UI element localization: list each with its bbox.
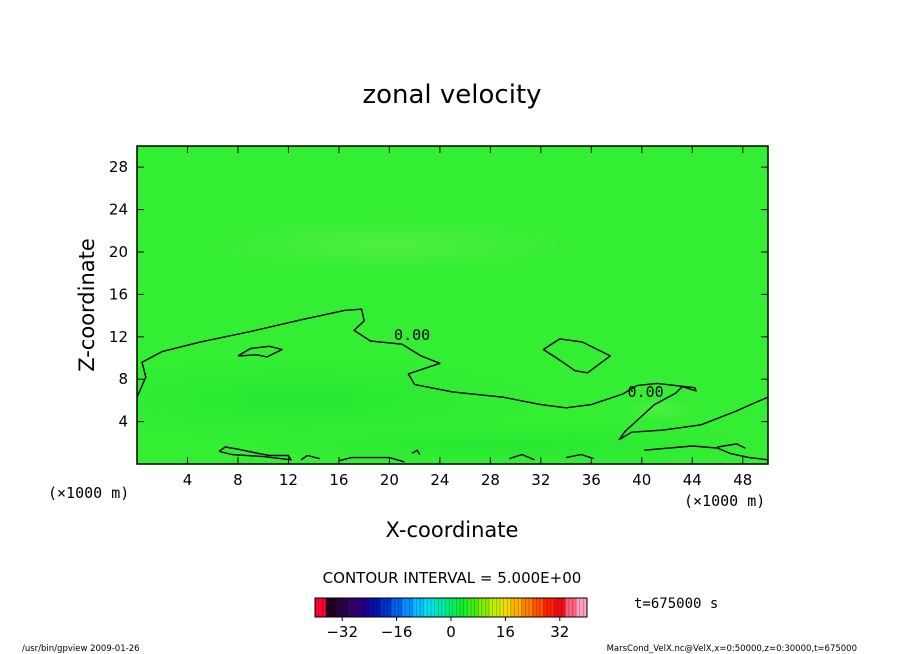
y-axis: 4 8 12 16 20 24 28 [109, 158, 768, 431]
colorbar-ticks: −32 −16 0 16 32 [326, 617, 569, 641]
footer-right: MarsCond_VelX.nc@VelX,x=0:50000,z=0:3000… [607, 644, 857, 654]
contour-line [237, 345, 283, 358]
y-tick-label: 8 [118, 370, 128, 388]
contour-line [338, 456, 405, 463]
colorbar-cell [521, 598, 533, 617]
contour-labels: 0.00 0.00 [394, 326, 664, 401]
y-tick-label: 20 [109, 243, 128, 261]
contour-lines [137, 308, 768, 463]
y-unit-label: (×1000 m) [48, 484, 129, 502]
colorbar-cell [380, 598, 392, 617]
contour-line [509, 453, 535, 461]
y-tick-label: 16 [109, 285, 128, 303]
colorbar-cell [554, 598, 566, 617]
colorbar-tick-label: 32 [550, 623, 569, 641]
colorbar-cell [532, 598, 544, 617]
contour-interval-text: CONTOUR INTERVAL = 5.000E+00 [323, 569, 582, 587]
colorbar-cell [325, 598, 338, 617]
colorbar-cell [543, 598, 555, 617]
x-tick-label: 12 [279, 471, 298, 489]
colorbar [314, 597, 588, 618]
colorbar-tick-label: 16 [496, 623, 515, 641]
contour-line [644, 445, 768, 461]
y-tick-label: 28 [109, 158, 128, 176]
contour-line [411, 449, 421, 455]
colorbar-cell [412, 598, 425, 617]
colorbar-cell [358, 598, 370, 617]
colorbar-cell [510, 598, 523, 617]
colorbar-cell [478, 598, 490, 617]
x-tick-label: 28 [481, 471, 500, 489]
colorbar-cell [565, 598, 577, 617]
y-tick-label: 12 [109, 328, 128, 346]
contour-line [717, 443, 746, 449]
contour-line [543, 338, 611, 374]
colorbar-cell [499, 598, 512, 617]
field-shading [620, 398, 700, 422]
x-tick-label: 40 [632, 471, 651, 489]
x-axis-label: X-coordinate [386, 518, 519, 542]
x-tick-label: 24 [430, 471, 449, 489]
colorbar-cell [391, 598, 403, 617]
colorbar-cell [445, 598, 457, 617]
y-axis-label: Z-coordinate [75, 238, 99, 372]
colorbar-cell [576, 598, 588, 617]
colorbar-cell [456, 598, 468, 617]
footer-left: /usr/bin/gpview 2009-01-26 [22, 644, 140, 654]
field-shading [190, 217, 590, 273]
colorbar-cell [423, 598, 436, 617]
colorbar-tick-label: −32 [326, 623, 358, 641]
contour-label: 0.00 [628, 383, 664, 401]
x-tick-label: 44 [683, 471, 702, 489]
colorbar-cell [369, 598, 381, 617]
contour-line [137, 308, 768, 441]
chart-title: zonal velocity [362, 80, 541, 110]
colorbar-cell [336, 598, 349, 617]
x-tick-label: 16 [329, 471, 348, 489]
time-label: t=675000 s [634, 596, 718, 612]
colorbar-cell [467, 598, 479, 617]
colorbar-tick-label: −16 [381, 623, 413, 641]
x-tick-label: 20 [380, 471, 399, 489]
y-tick-label: 4 [118, 413, 128, 431]
plot-frame [136, 145, 769, 465]
field-shading [250, 425, 750, 464]
colorbar-cell [347, 598, 359, 617]
y-tick-label: 24 [109, 201, 128, 219]
x-axis: 4 8 12 16 20 24 28 32 36 40 44 48 [183, 146, 752, 489]
colorbar-cell [315, 598, 327, 617]
colorbar-tick-label: 0 [446, 623, 456, 641]
velocity-field [137, 146, 768, 464]
contour-line [565, 453, 595, 460]
x-tick-label: 8 [233, 471, 243, 489]
contour-line [218, 446, 292, 461]
x-tick-label: 32 [531, 471, 550, 489]
x-tick-label: 4 [183, 471, 193, 489]
colorbar-cell [402, 598, 414, 617]
contour-label: 0.00 [394, 326, 430, 344]
contour-line [300, 454, 321, 461]
x-tick-label: 48 [733, 471, 752, 489]
x-tick-label: 36 [582, 471, 601, 489]
colorbar-cell [489, 598, 501, 617]
field-shading [137, 360, 540, 440]
x-unit-label: (×1000 m) [684, 492, 765, 510]
colorbar-cell [434, 598, 446, 617]
